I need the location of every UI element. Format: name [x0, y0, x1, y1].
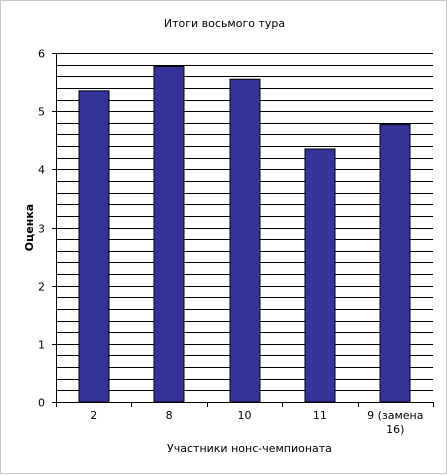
bar — [379, 124, 411, 403]
y-ticks: 0 1 2 3 4 5 6 — [38, 48, 56, 410]
x-tick-label: 10 — [238, 409, 252, 422]
x-tick-label: 8 — [166, 409, 173, 422]
y-tick-label: 4 — [38, 164, 45, 177]
bar — [153, 65, 185, 403]
y-tick-label: 6 — [38, 48, 45, 61]
x-tick-label: 9 (замена 16) — [367, 409, 423, 436]
y-tick-label: 3 — [38, 223, 45, 236]
bar — [78, 90, 110, 403]
bar — [304, 148, 336, 403]
bar — [229, 78, 261, 403]
chart-title: Итоги восьмого тура — [163, 17, 286, 30]
y-tick-label: 0 — [38, 397, 45, 410]
x-ticks: 2 8 10 11 9 (замена 16) — [56, 402, 434, 436]
x-axis-title: Участники нонс-чемпионата — [167, 442, 332, 455]
x-tick-label: 11 — [313, 409, 327, 422]
y-tick-label: 1 — [38, 339, 45, 352]
y-tick-label: 2 — [38, 281, 45, 294]
y-tick-label: 5 — [38, 106, 45, 119]
x-tick-label: 2 — [90, 409, 97, 422]
y-axis-title: Оценка — [23, 204, 36, 251]
